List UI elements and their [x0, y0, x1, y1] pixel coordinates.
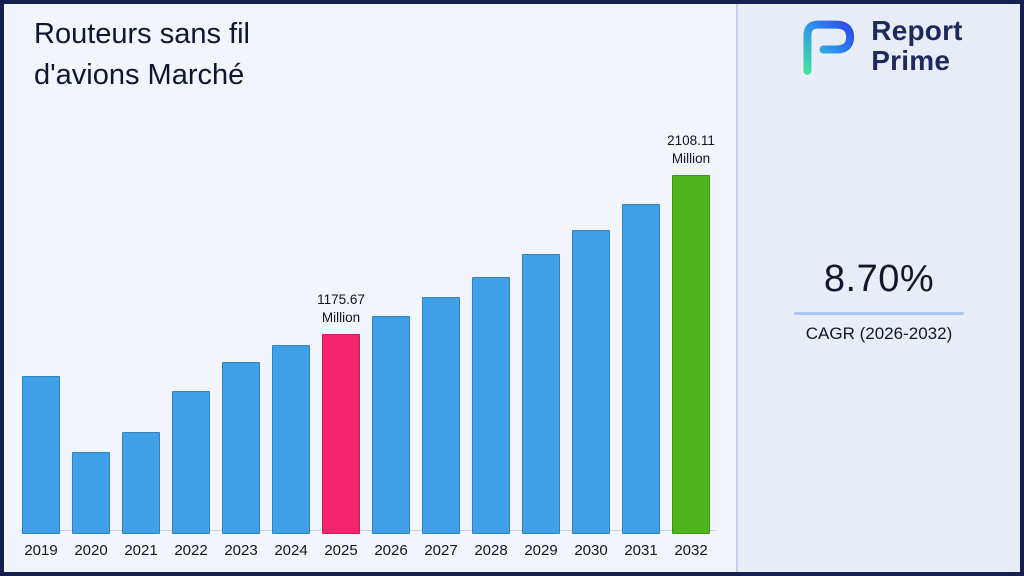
bar-group-2025: 1175.67 Million 2025	[317, 292, 365, 560]
bar-2023	[222, 362, 260, 534]
page-title-line1: Routeurs sans fil	[34, 18, 250, 50]
axis-label-2030: 2030	[574, 542, 608, 559]
axis-label-2021: 2021	[124, 542, 158, 559]
bar-group-2028: 2028	[472, 277, 510, 560]
axis-label-2031: 2031	[624, 542, 658, 559]
bar-group-2030: 2030	[572, 230, 610, 560]
bar-group-2021: 2021	[122, 432, 160, 560]
cagr-label: CAGR (2026-2032)	[805, 324, 953, 343]
chart-baseline	[20, 530, 716, 531]
bar-2028	[472, 277, 510, 534]
bar-2019	[22, 376, 60, 534]
bar-2031	[622, 204, 660, 534]
axis-label-2027: 2027	[424, 542, 458, 559]
bar-2025	[322, 334, 360, 534]
bar-chart: 2019 2020 2021 2022 2023 2024 1175.67 Million 20…	[22, 133, 715, 560]
bar-2022	[172, 391, 210, 534]
cagr-block: 8.70% CAGR (2026-2032)	[779, 258, 979, 344]
value-label-2032: 2108.11 Million	[667, 133, 715, 167]
bar-group-2029: 2029	[522, 254, 560, 560]
axis-label-2022: 2022	[174, 542, 208, 559]
axis-label-2029: 2029	[524, 542, 558, 559]
axis-label-2025: 2025	[324, 542, 358, 559]
axis-label-2019: 2019	[24, 542, 58, 559]
bar-2029	[522, 254, 560, 534]
bar-2030	[572, 230, 610, 534]
brand-logo: Report Prime	[738, 14, 1020, 78]
axis-label-2024: 2024	[274, 542, 308, 559]
page-title: Routeurs sans fil d'avions Marché	[34, 14, 250, 95]
cagr-underline	[794, 312, 964, 315]
brand-wordmark-line1: Report	[871, 15, 963, 47]
bar-2032	[672, 175, 710, 534]
axis-label-2032: 2032	[674, 542, 708, 559]
value-label-2025: 1175.67 Million	[317, 292, 365, 326]
bar-2027	[422, 297, 460, 534]
bar-2021	[122, 432, 160, 534]
bar-2024	[272, 345, 310, 534]
bar-group-2031: 2031	[622, 204, 660, 560]
right-panel: Report Prime 8.70% CAGR (2026-2032)	[736, 4, 1020, 572]
bar-group-2019: 2019	[22, 376, 60, 560]
bar-group-2027: 2027	[422, 297, 460, 560]
bar-2026	[372, 316, 410, 534]
axis-label-2026: 2026	[374, 542, 408, 559]
bar-group-2023: 2023	[222, 362, 260, 560]
bar-group-2022: 2022	[172, 391, 210, 560]
axis-label-2023: 2023	[224, 542, 258, 559]
axis-label-2020: 2020	[74, 542, 108, 559]
axis-label-2028: 2028	[474, 542, 508, 559]
brand-wordmark-line2: Prime	[871, 45, 951, 76]
bar-group-2024: 2024	[272, 345, 310, 560]
bar-group-2020: 2020	[72, 452, 110, 560]
bar-group-2026: 2026	[372, 316, 410, 560]
brand-wordmark: Report Prime	[871, 16, 962, 76]
page-title-line2: d'avions Marché	[34, 58, 245, 91]
report-prime-logo-icon	[803, 20, 855, 75]
bar-2020	[72, 452, 110, 534]
cagr-value: 8.70%	[823, 258, 935, 300]
bar-group-2032: 2108.11 Million 2032	[667, 133, 715, 560]
